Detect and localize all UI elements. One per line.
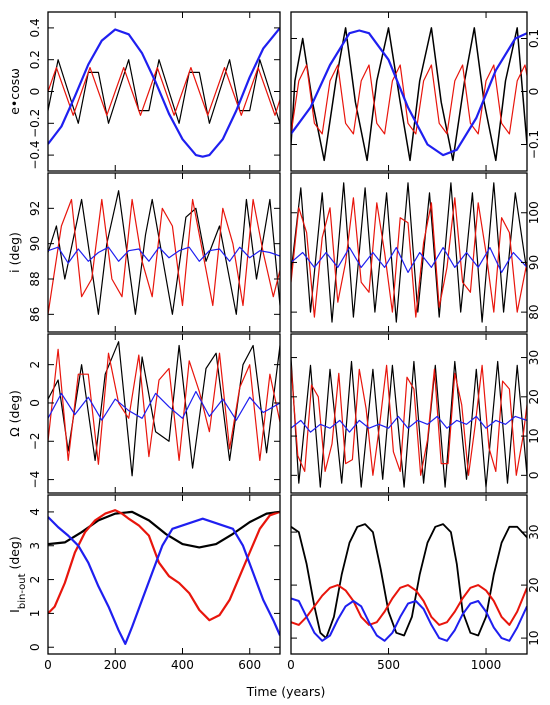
y-tick-label: 20 xyxy=(527,577,541,592)
y-tick-label: 30 xyxy=(527,524,541,539)
plot-frame xyxy=(290,172,528,333)
panel-row1-left: −0.4 −0.2 0 0.2 0.4 e•cosω xyxy=(7,11,281,172)
series-line-2 xyxy=(48,348,280,465)
series-line-3 xyxy=(291,246,527,273)
y-tick-label: 86 xyxy=(28,307,42,322)
y-tick-label: −0.2 xyxy=(28,109,42,138)
y-tick-label: 0 xyxy=(28,399,42,407)
panel-row4-right: 0 500 1000 10 20 30 xyxy=(287,494,541,672)
panel-row1-right: −0.1 0 0.1 xyxy=(290,11,541,172)
series-line-1 xyxy=(291,357,527,488)
y-axis-label: e•cosω xyxy=(7,68,22,115)
series-line-1 xyxy=(48,59,280,124)
series-line-3 xyxy=(48,246,280,264)
y-axis-label: Ibin-out (deg) xyxy=(7,536,28,613)
panel-row2-left: 86 88 90 92 i (deg) xyxy=(7,172,281,333)
y-tick-label: 0 xyxy=(527,472,541,480)
plot-frame xyxy=(47,11,281,172)
series-line-2 xyxy=(48,509,280,622)
x-tick-label: 200 xyxy=(104,658,127,672)
panel-row4-left: 0 200 400 600 0 1 2 3 4 Ibin-out (deg) xyxy=(7,494,281,672)
y-tick-label: 90 xyxy=(28,236,42,251)
x-tick-label: 0 xyxy=(44,658,52,672)
y-tick-label: −0.1 xyxy=(527,130,541,159)
series-line-3 xyxy=(48,516,280,645)
x-tick-label: 1000 xyxy=(471,658,502,672)
y-tick-label: −4 xyxy=(28,471,42,489)
y-tick-label: 0 xyxy=(28,88,42,96)
series-line-3 xyxy=(48,390,280,421)
x-tick-label: 400 xyxy=(171,658,194,672)
series-line-3 xyxy=(48,27,280,158)
plot-frame xyxy=(47,494,281,655)
y-tick-label: 2 xyxy=(28,361,42,369)
y-tick-label: 4 xyxy=(28,508,42,516)
panel-row3-left: −4 −2 0 2 Ω (deg) xyxy=(7,333,281,494)
series-line-3 xyxy=(291,29,527,157)
series-line-1 xyxy=(291,523,527,639)
series-line-2 xyxy=(48,198,280,315)
y-axis-label: Ω (deg) xyxy=(7,390,22,437)
x-tick-label: 500 xyxy=(377,658,400,672)
x-tick-label: 600 xyxy=(238,658,261,672)
y-tick-label: 92 xyxy=(28,201,42,216)
y-tick-label: 0.4 xyxy=(28,18,42,37)
y-tick-label: 30 xyxy=(527,350,541,365)
y-tick-label: 1 xyxy=(28,610,42,618)
y-tick-label: 0 xyxy=(28,643,42,651)
series-line-3 xyxy=(291,415,527,433)
plot-frame xyxy=(47,333,281,494)
series-line-1 xyxy=(291,182,527,323)
panel-row3-right: 0 10 20 30 xyxy=(290,333,541,494)
plot-frame xyxy=(290,494,528,655)
series-line-2 xyxy=(291,64,527,135)
y-tick-label: 100 xyxy=(527,201,541,224)
y-tick-label: 90 xyxy=(527,255,541,270)
series-line-1 xyxy=(291,27,527,162)
x-axis-label: Time (years) xyxy=(246,684,326,699)
y-axis-label: i (deg) xyxy=(7,232,22,273)
plot-frame xyxy=(290,333,528,494)
y-tick-label: 10 xyxy=(527,630,541,645)
y-tick-label: 10 xyxy=(527,428,541,443)
series-line-2 xyxy=(48,67,280,116)
y-tick-label: −2 xyxy=(28,432,42,450)
x-tick-label: 0 xyxy=(287,658,295,672)
y-tick-label: 3 xyxy=(28,542,42,550)
plot-frame xyxy=(47,172,281,333)
series-line-2 xyxy=(291,364,527,476)
y-tick-label: 20 xyxy=(527,389,541,404)
series-line-2 xyxy=(291,584,527,626)
series-line-1 xyxy=(48,190,280,315)
series-line-2 xyxy=(291,197,527,318)
y-tick-label: −0.4 xyxy=(28,141,42,170)
y-tick-label: 0.2 xyxy=(28,50,42,69)
y-tick-label: 88 xyxy=(28,271,42,286)
y-tick-label: 0 xyxy=(527,88,541,96)
y-tick-label: 0.1 xyxy=(527,29,541,48)
series-line-1 xyxy=(48,341,280,477)
y-tick-label: 2 xyxy=(28,576,42,584)
panel-row2-right: 80 90 100 xyxy=(290,172,541,333)
series-line-3 xyxy=(291,597,527,642)
y-tick-label: 80 xyxy=(527,304,541,319)
